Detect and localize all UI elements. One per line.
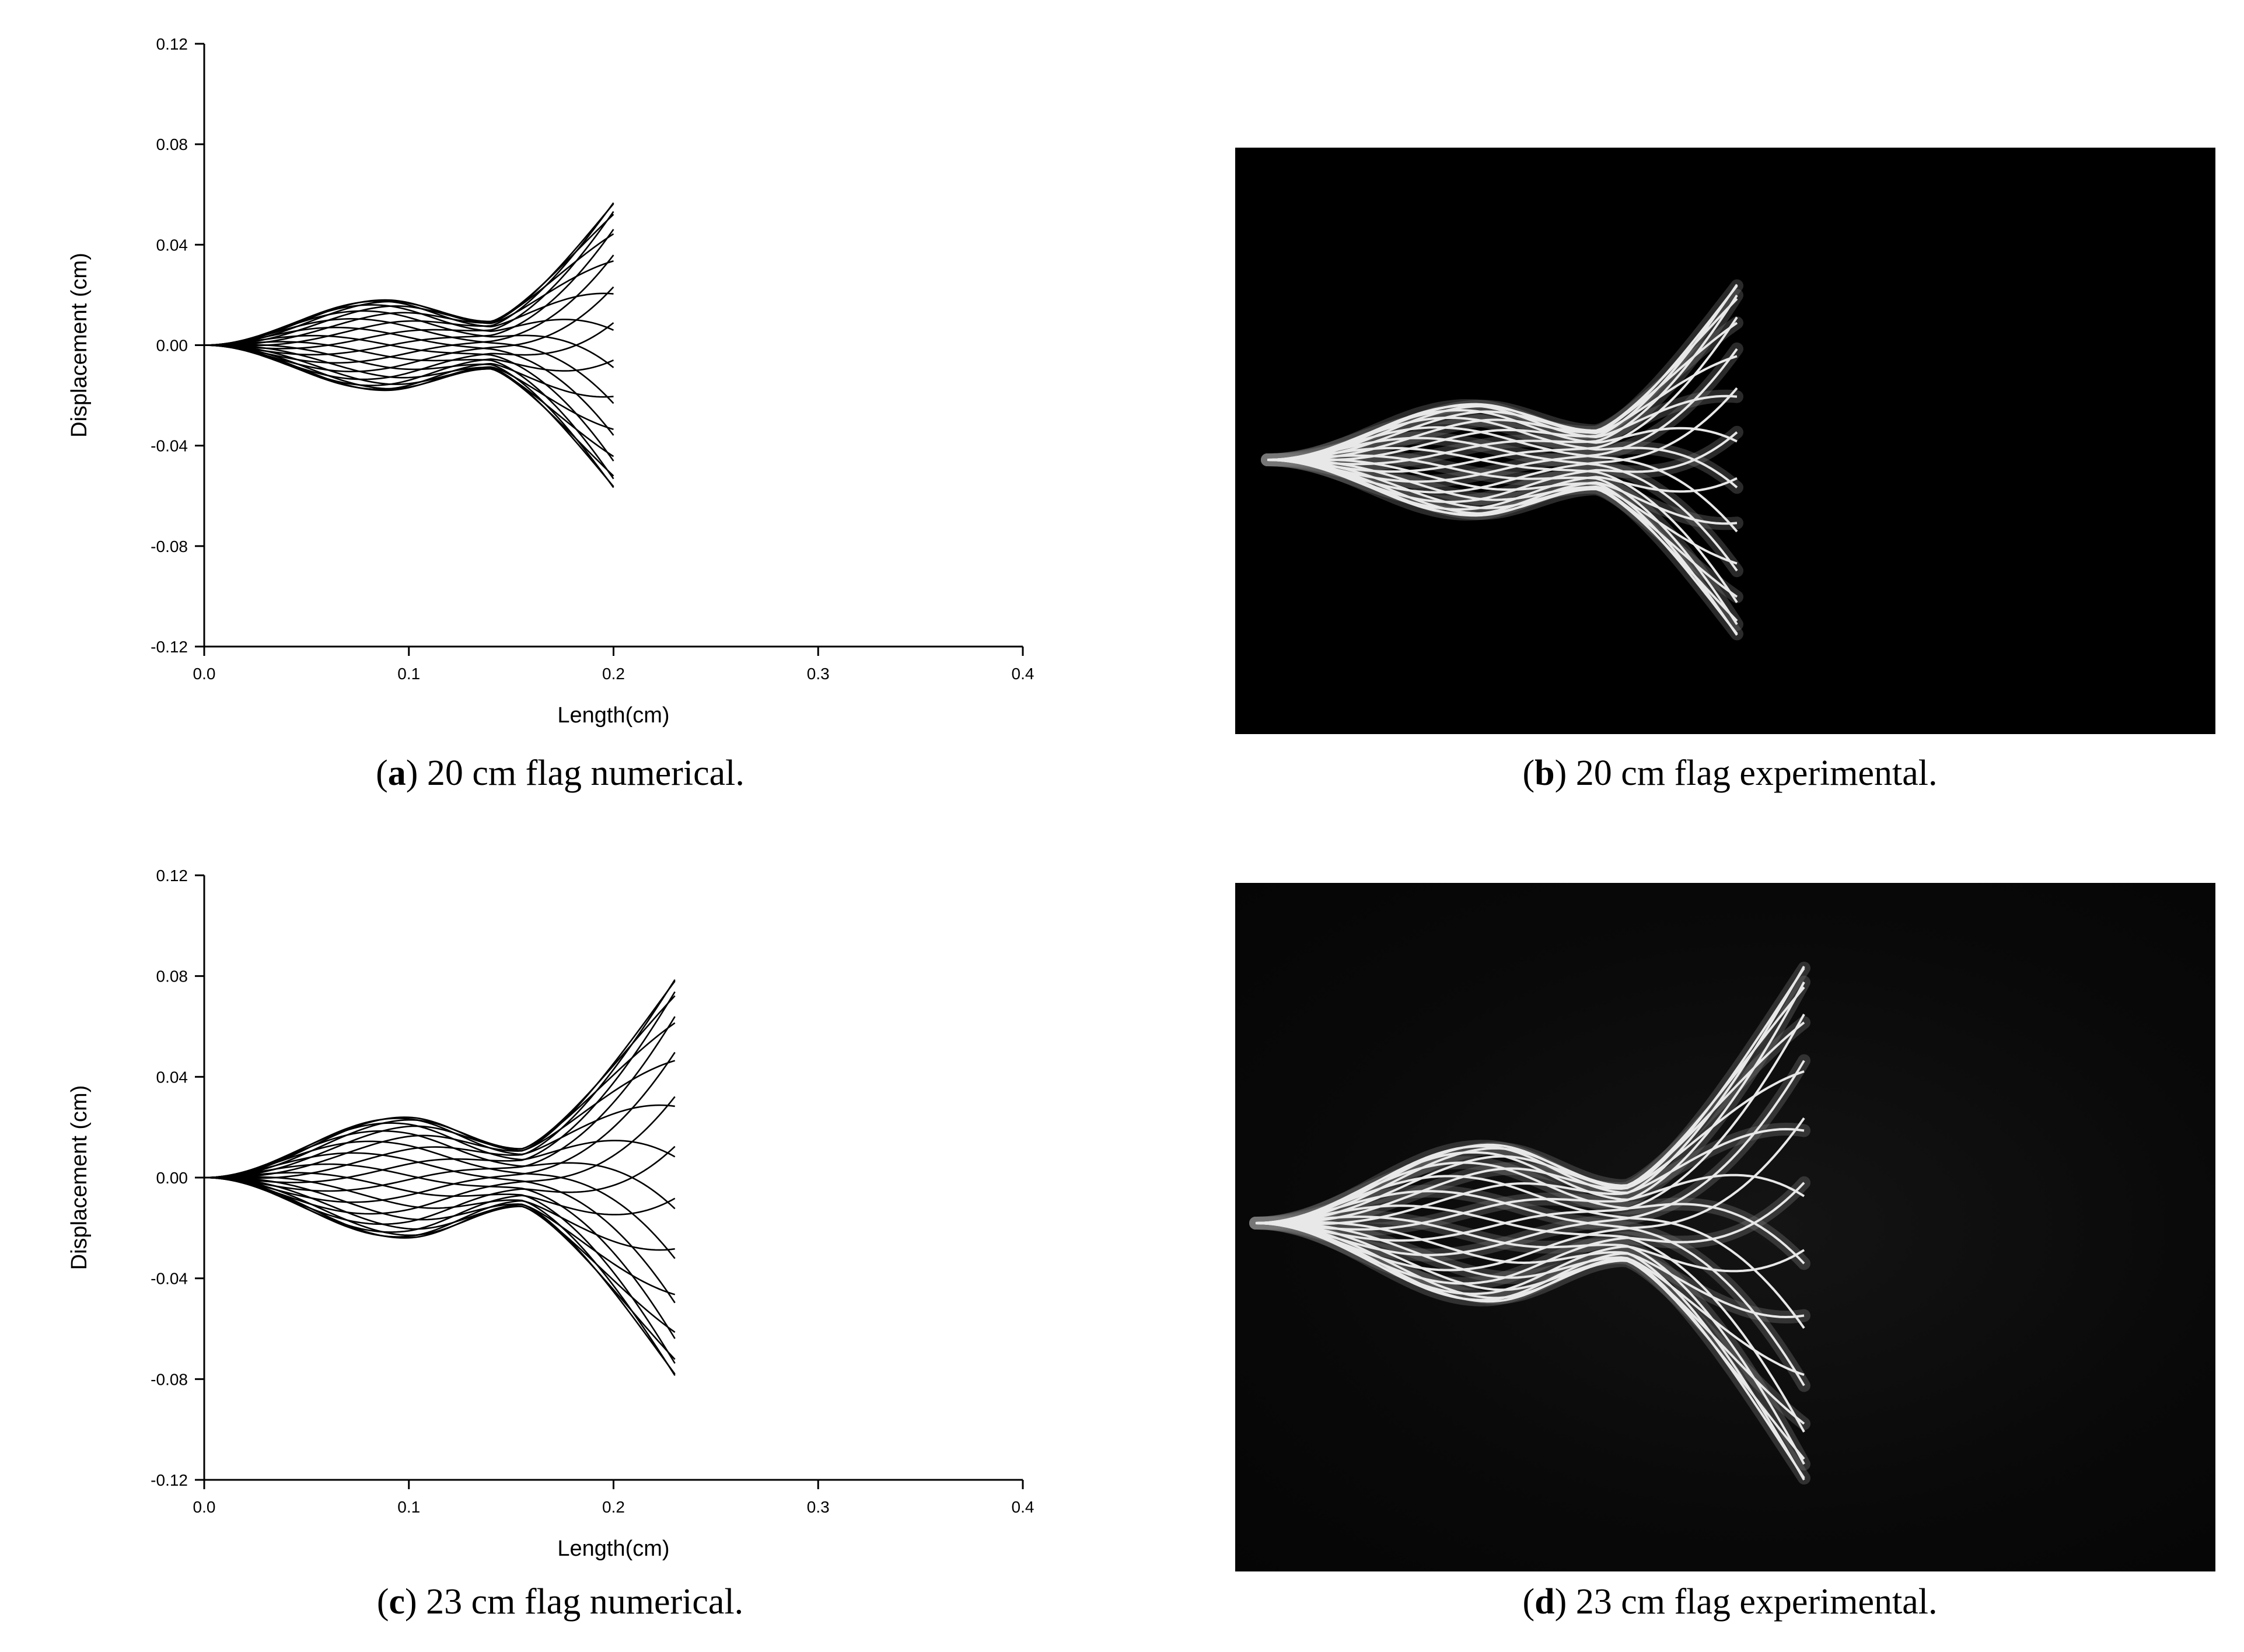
y-tick-label: -0.08	[151, 1370, 188, 1388]
flag-strip	[1255, 1190, 1805, 1386]
x-tick-label: 0.0	[193, 665, 216, 683]
series-group	[204, 202, 614, 488]
series-line	[204, 1176, 676, 1375]
x-tick-label: 0.1	[397, 665, 420, 683]
y-tick-label: 0.00	[156, 1169, 188, 1187]
y-tick-label: 0.12	[156, 35, 188, 53]
flag-strip	[1255, 1221, 1805, 1480]
flag-strip	[1255, 1175, 1805, 1329]
caption-d-letter: d	[1535, 1582, 1555, 1622]
caption-a-letter: a	[387, 753, 406, 793]
x-tick-label: 0.4	[1012, 665, 1034, 683]
series-line	[204, 1140, 676, 1259]
x-axis-title: Length(cm)	[557, 703, 669, 728]
flag-strip	[1255, 1216, 1805, 1465]
chart-panel-a: 0.12 0.08 0.04 0.00 -0.04 -0.08 -0.12 0.0 0.1 0.2…	[67, 35, 1034, 728]
flag-strip	[1267, 459, 1738, 635]
flag-strip	[1256, 967, 1805, 1224]
series-line	[204, 326, 614, 436]
caption-d: (d) 23 cm flag experimental.	[1522, 1582, 1938, 1622]
series-line	[204, 344, 614, 487]
flag-strip	[1256, 1222, 1805, 1479]
flag-strip	[1267, 426, 1738, 533]
series-group	[204, 979, 676, 1376]
caption-b-text: 20 cm flag experimental.	[1567, 753, 1938, 793]
series-line	[204, 1176, 676, 1376]
photo-panel-d	[1235, 883, 2215, 1571]
x-tick-label: 0.0	[193, 1498, 216, 1516]
flag-strip	[1267, 458, 1738, 636]
axes: 0.12 0.08 0.04 0.00 -0.04 -0.08 -0.12 0.0 0.1 0.2…	[151, 867, 1034, 1516]
series-line	[204, 341, 614, 480]
y-tick-label: 0.08	[156, 968, 188, 986]
y-tick-label: -0.08	[151, 537, 188, 556]
y-tick-label: 0.08	[156, 135, 188, 153]
flag-strips	[1261, 279, 1743, 641]
caption-c-letter: c	[389, 1582, 405, 1622]
flag-photo-d	[1249, 962, 1810, 1485]
flag-strip	[1267, 454, 1738, 626]
y-axis-title: Displacement (cm)	[67, 1085, 92, 1270]
caption-a: (a) 20 cm flag numerical.	[376, 753, 744, 793]
flag-strip	[1267, 285, 1738, 461]
series-line	[204, 1152, 676, 1304]
series-line	[204, 334, 614, 462]
series-line	[204, 1172, 676, 1364]
y-tick-label: 0.04	[156, 236, 188, 254]
flag-strip	[1255, 1204, 1805, 1433]
series-line	[204, 979, 676, 1179]
y-tick-label: 0.04	[156, 1068, 188, 1086]
chart-panel-c: 0.12 0.08 0.04 0.00 -0.04 -0.08 -0.12 0.0 0.1 0.2…	[67, 867, 1034, 1561]
x-tick-label: 0.4	[1012, 1498, 1034, 1516]
series-line	[204, 1163, 676, 1339]
x-tick-label: 0.2	[602, 1498, 625, 1516]
series-line	[204, 1016, 676, 1192]
caption-b: (b) 20 cm flag experimental.	[1522, 753, 1938, 793]
x-tick-label: 0.3	[807, 1498, 830, 1516]
caption-c-text: 23 cm flag numerical.	[417, 1582, 744, 1622]
flag-strip	[1255, 982, 1805, 1231]
caption-c: (c) 23 cm flag numerical.	[376, 1582, 744, 1622]
series-line	[204, 995, 676, 1179]
caption-b-letter: b	[1535, 753, 1555, 793]
y-tick-label: 0.00	[156, 337, 188, 355]
flag-strip	[1267, 446, 1738, 603]
series-line	[204, 318, 614, 404]
y-tick-label: -0.04	[151, 437, 188, 455]
photo-panel-b	[1235, 148, 2215, 734]
flag-strips	[1249, 962, 1810, 1485]
flag-strip	[1267, 436, 1738, 572]
x-axis-title: Length(cm)	[557, 1536, 669, 1561]
flag-strip	[1255, 966, 1805, 1225]
caption-a-text: 20 cm flag numerical.	[418, 753, 744, 793]
y-tick-label: 0.12	[156, 867, 188, 885]
flag-blur	[1249, 962, 1810, 1230]
caption-d-text: 23 cm flag experimental.	[1567, 1582, 1938, 1622]
flag-blur	[1249, 1217, 1810, 1485]
y-tick-label: -0.12	[151, 1471, 188, 1489]
axes: 0.12 0.08 0.04 0.00 -0.04 -0.08 -0.12 0.0 0.1 0.2…	[151, 35, 1034, 683]
series-line	[204, 1176, 676, 1360]
y-axis-title: Displacement (cm)	[67, 253, 92, 438]
series-line	[204, 344, 614, 488]
x-tick-label: 0.3	[807, 665, 830, 683]
series-line	[204, 991, 676, 1183]
flag-photo-b	[1261, 279, 1743, 641]
y-tick-label: -0.12	[151, 638, 188, 656]
y-tick-label: -0.04	[151, 1270, 188, 1288]
x-tick-label: 0.1	[397, 1498, 420, 1516]
x-tick-label: 0.2	[602, 665, 625, 683]
series-line	[204, 980, 676, 1179]
